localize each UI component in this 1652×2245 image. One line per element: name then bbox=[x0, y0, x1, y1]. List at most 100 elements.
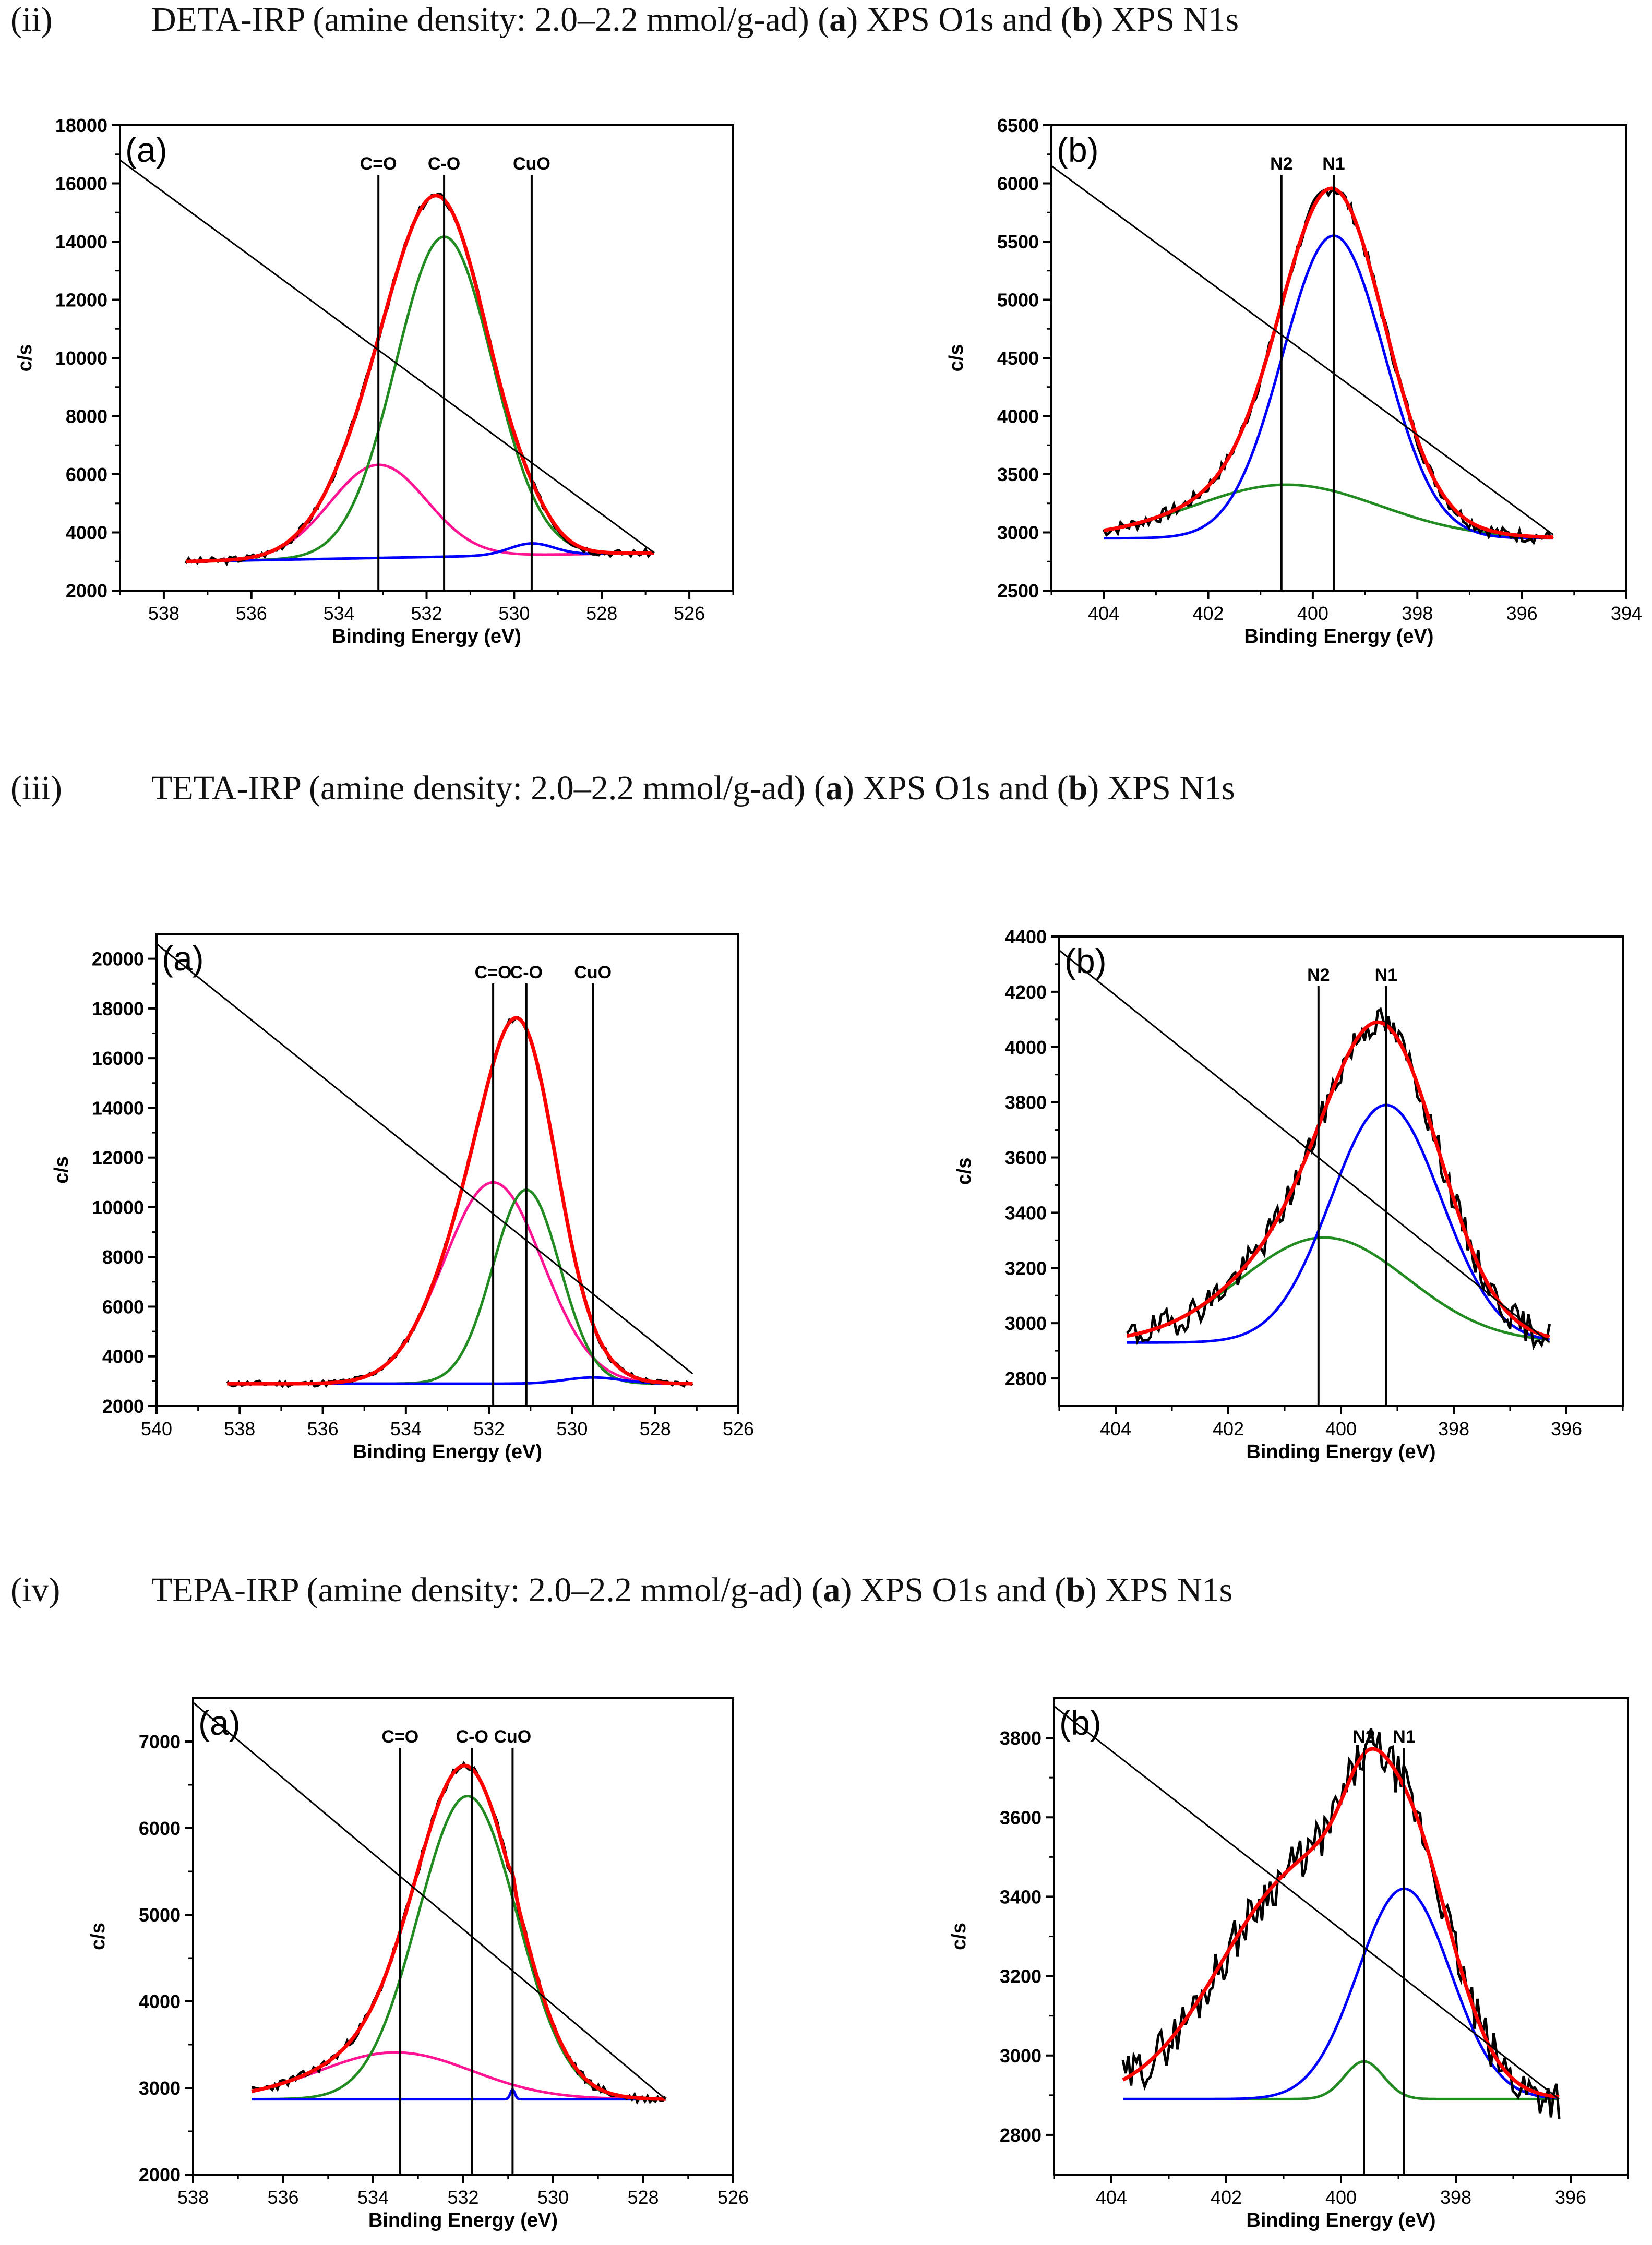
baseline-diagonal-line bbox=[193, 1702, 666, 2100]
x-tick-label: 398 bbox=[1438, 1418, 1469, 1439]
peak-marker-label: N1 bbox=[1322, 154, 1345, 174]
x-tick-label: 534 bbox=[357, 2187, 389, 2208]
y-axis-label: c/s bbox=[953, 1158, 975, 1185]
x-axis-label: Binding Energy (eV) bbox=[1246, 1441, 1435, 1463]
y-tick-label: 2800 bbox=[1000, 2124, 1042, 2146]
baseline-diagonal-line bbox=[1059, 950, 1550, 1343]
x-axis-label: Binding Energy (eV) bbox=[1244, 626, 1433, 647]
y-axis-label: c/s bbox=[945, 344, 967, 372]
y-tick-label: 4000 bbox=[66, 522, 107, 544]
x-tick-label: 530 bbox=[537, 2187, 569, 2208]
y-tick-label: 6000 bbox=[66, 464, 107, 485]
peak-marker-label: CuO bbox=[513, 154, 550, 174]
fit-envelope-line bbox=[1103, 186, 1553, 539]
x-tick-label: 396 bbox=[1506, 603, 1538, 624]
baseline-diagonal-line bbox=[157, 943, 693, 1375]
y-tick-label: 20000 bbox=[92, 949, 144, 970]
x-axis-label: Binding Energy (eV) bbox=[1246, 2210, 1435, 2231]
x-tick-label: 536 bbox=[307, 1418, 339, 1439]
peak-cuo-curve bbox=[252, 2088, 666, 2101]
y-tick-label: 6000 bbox=[102, 1296, 144, 1317]
y-axis-label: c/s bbox=[51, 1156, 73, 1184]
y-tick-label: 12000 bbox=[55, 290, 107, 311]
y-tick-label: 3200 bbox=[1005, 1257, 1047, 1279]
y-tick-label: 3500 bbox=[997, 464, 1039, 485]
panel-label: (a) bbox=[125, 130, 167, 169]
y-tick-label: 5000 bbox=[139, 1904, 181, 1926]
baseline-diagonal-line bbox=[1054, 1706, 1560, 2100]
y-tick-label: 2500 bbox=[997, 580, 1039, 602]
y-tick-label: 4400 bbox=[1005, 926, 1047, 947]
x-tick-label: 404 bbox=[1088, 603, 1119, 624]
plot-area bbox=[157, 943, 693, 1388]
fit-envelope-line bbox=[251, 1763, 666, 2101]
x-tick-label: 540 bbox=[141, 1418, 172, 1439]
peak-marker-label: CuO bbox=[494, 1727, 531, 1747]
section-number: (iv) bbox=[10, 1571, 61, 1609]
y-tick-label: 4500 bbox=[997, 347, 1039, 369]
y-tick-label: 16000 bbox=[92, 1048, 144, 1069]
y-tick-label: 3600 bbox=[1005, 1147, 1047, 1169]
x-tick-label: 532 bbox=[447, 2187, 478, 2208]
y-tick-label: 4200 bbox=[1005, 981, 1047, 1003]
y-tick-label: 3000 bbox=[139, 2078, 181, 2099]
y-tick-label: 10000 bbox=[92, 1197, 144, 1218]
x-axis-label: Binding Energy (eV) bbox=[368, 2210, 558, 2231]
x-tick-label: 536 bbox=[236, 603, 267, 624]
section-caption: TEPA-IRP (amine density: 2.0–2.2 mmol/g-… bbox=[151, 1571, 1233, 1609]
plot-area bbox=[1059, 950, 1551, 1351]
peak-marker-label: C=O bbox=[475, 963, 512, 982]
x-tick-label: 400 bbox=[1297, 603, 1328, 624]
peak-marker-label: N2 bbox=[1307, 965, 1330, 985]
y-tick-label: 14000 bbox=[55, 231, 107, 253]
y-tick-label: 5500 bbox=[997, 231, 1039, 253]
y-tick-label: 8000 bbox=[66, 406, 107, 427]
y-tick-label: 3400 bbox=[1005, 1202, 1047, 1223]
raw-data-line bbox=[1121, 1728, 1561, 2119]
x-tick-label: 536 bbox=[267, 2187, 298, 2208]
fit-envelope-line bbox=[227, 1016, 693, 1386]
y-axis-label: c/s bbox=[948, 1923, 970, 1950]
section-number: (ii) bbox=[10, 1, 53, 39]
x-tick-label: 528 bbox=[627, 2187, 659, 2208]
y-axis-label: c/s bbox=[14, 344, 36, 372]
y-tick-label: 3400 bbox=[1000, 1886, 1042, 1907]
peak-cuo-curve bbox=[185, 542, 655, 563]
x-tick-label: 398 bbox=[1402, 603, 1433, 624]
x-tick-label: 400 bbox=[1325, 1418, 1357, 1439]
peak-n1-curve bbox=[1123, 1887, 1560, 2100]
peak-marker-label: C=O bbox=[381, 1727, 418, 1747]
x-axis-label: Binding Energy (eV) bbox=[332, 626, 521, 647]
peak-marker-label: N1 bbox=[1393, 1727, 1415, 1747]
panel-label: (b) bbox=[1059, 1703, 1102, 1742]
y-tick-label: 6500 bbox=[997, 115, 1039, 136]
x-tick-label: 534 bbox=[324, 603, 355, 624]
x-tick-label: 538 bbox=[148, 603, 179, 624]
x-tick-label: 532 bbox=[411, 603, 442, 624]
y-tick-label: 4000 bbox=[1005, 1037, 1047, 1058]
x-axis-label: Binding Energy (eV) bbox=[353, 1441, 542, 1463]
y-tick-label: 18000 bbox=[92, 998, 144, 1019]
fit-envelope-line bbox=[1122, 1747, 1560, 2099]
peak-marker-label: C-O bbox=[510, 963, 543, 982]
y-tick-label: 4000 bbox=[997, 406, 1039, 427]
peak-n1-curve bbox=[1104, 234, 1553, 540]
y-tick-label: 14000 bbox=[92, 1097, 144, 1119]
fit-envelope-line bbox=[185, 194, 654, 563]
x-tick-label: 402 bbox=[1213, 1418, 1244, 1439]
y-tick-label: 7000 bbox=[139, 1731, 181, 1752]
panel-label: (a) bbox=[162, 939, 204, 978]
y-axis-label: c/s bbox=[87, 1923, 109, 1950]
y-tick-label: 3600 bbox=[1000, 1807, 1042, 1828]
y-tick-label: 3200 bbox=[1000, 1966, 1042, 1987]
x-tick-label: 534 bbox=[390, 1418, 422, 1439]
x-tick-label: 528 bbox=[640, 1418, 671, 1439]
y-tick-label: 4000 bbox=[139, 1991, 181, 2012]
y-tick-label: 16000 bbox=[55, 173, 107, 195]
baseline-diagonal-line bbox=[1051, 165, 1554, 536]
y-tick-label: 2800 bbox=[1005, 1368, 1047, 1389]
y-tick-label: 5000 bbox=[997, 290, 1039, 311]
